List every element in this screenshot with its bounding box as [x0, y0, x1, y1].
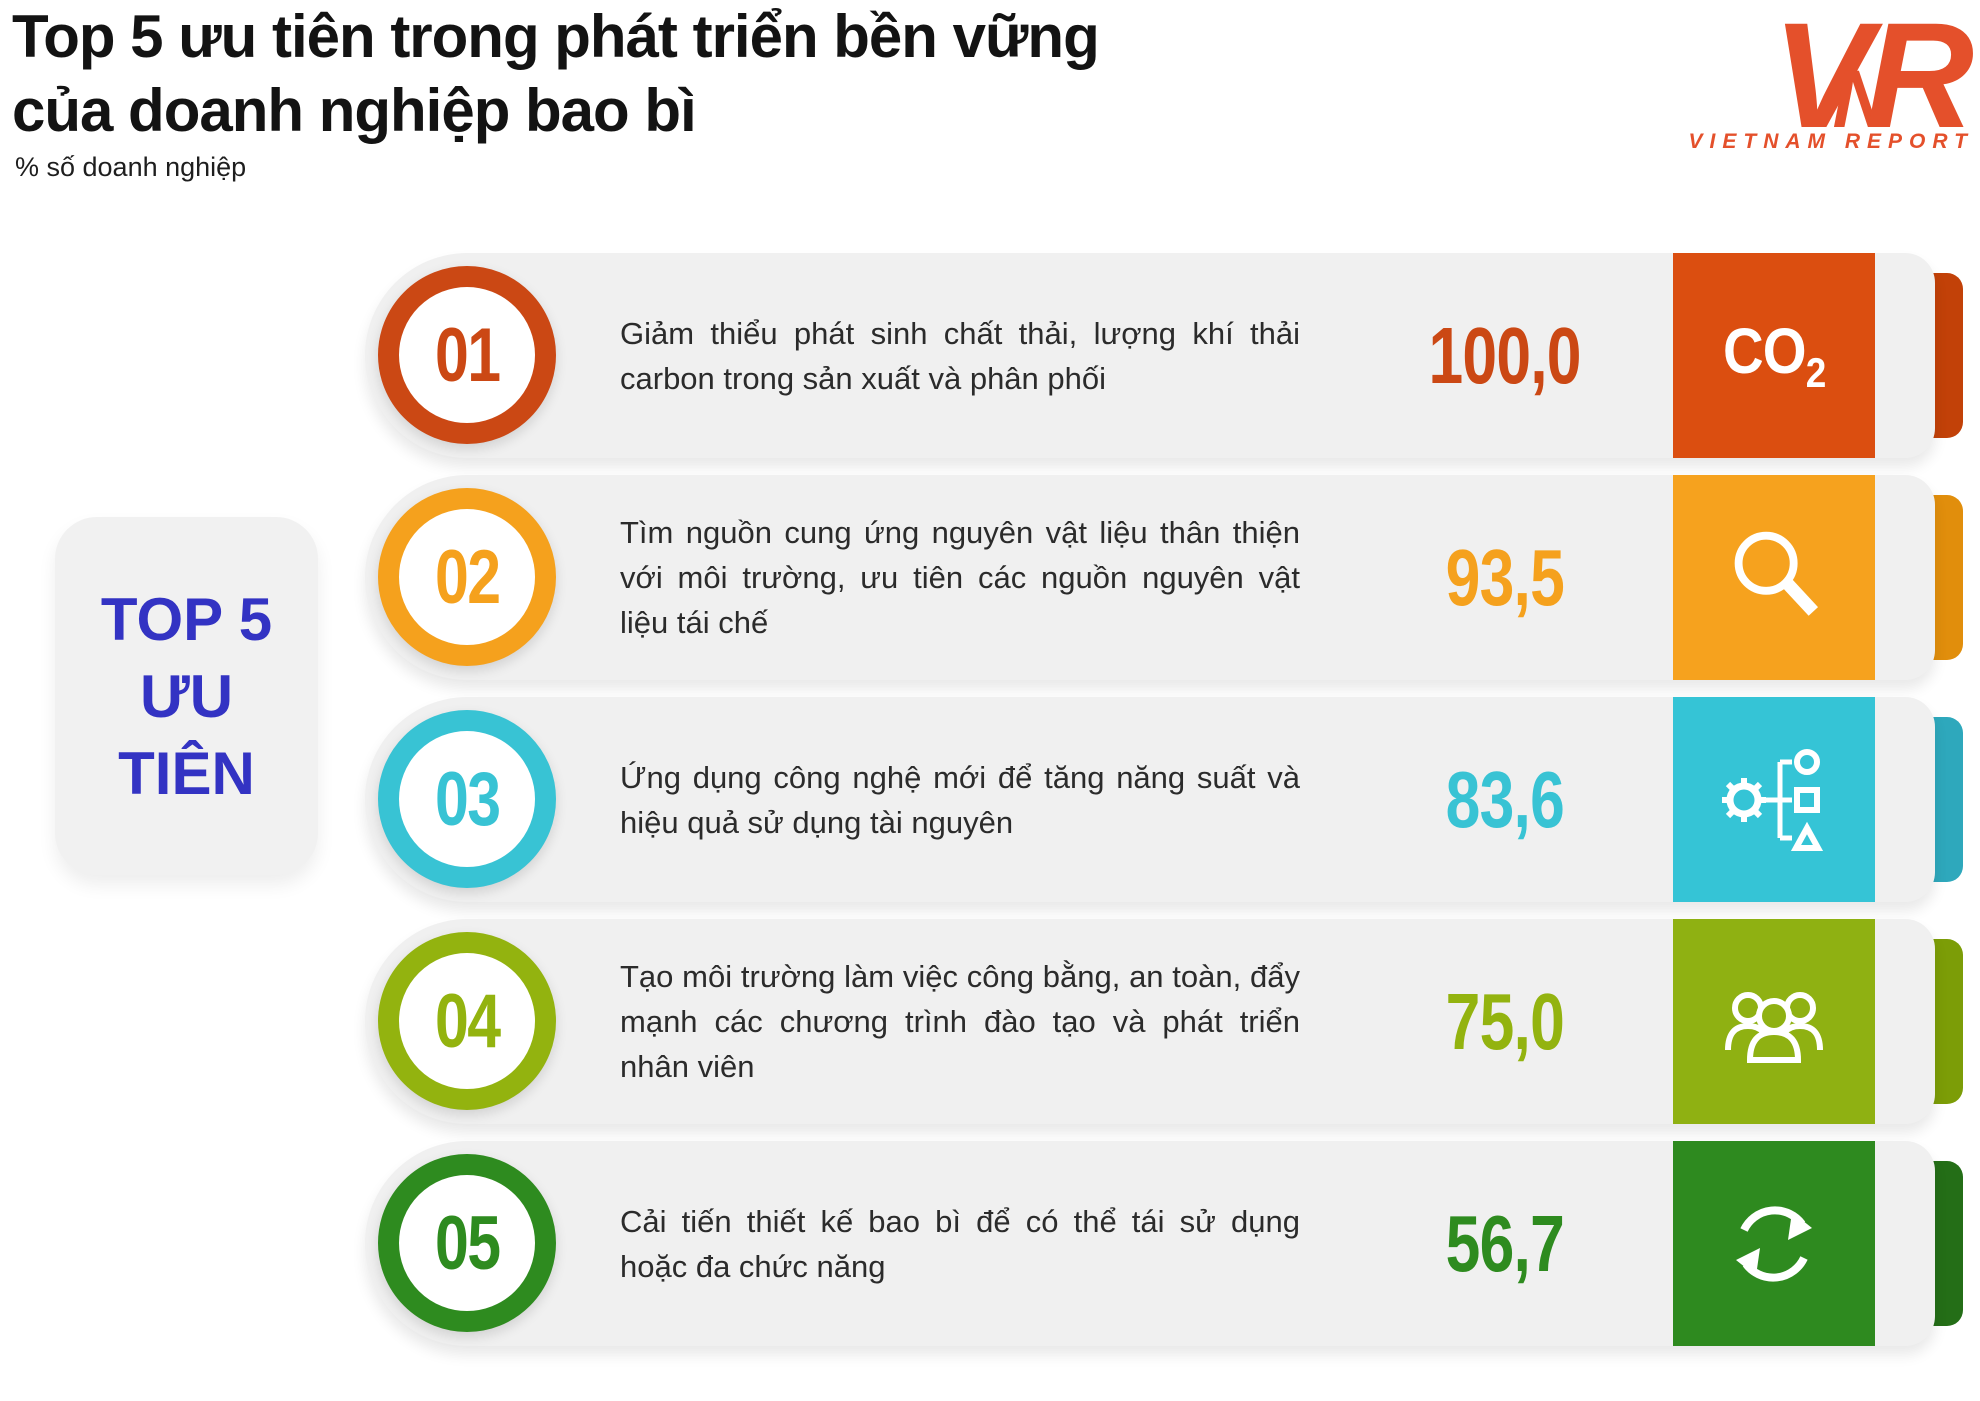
logo-letter-r: R: [1865, 0, 1974, 159]
rank-number: 05: [434, 1200, 501, 1286]
priority-row-2: 02 Tìm nguồn cung ứng nguyên vật liệu th…: [0, 475, 1980, 680]
value-label: 93,5: [1445, 532, 1565, 622]
icon-tile: CO2: [1673, 253, 1875, 458]
value-label: 75,0: [1445, 976, 1565, 1066]
value-label: 83,6: [1445, 754, 1565, 844]
priority-row-5: 05 Cải tiến thiết kế bao bì để có thể tá…: [0, 1141, 1980, 1346]
priority-row-1: 01 Giảm thiểu phát sinh chất thải, lượng…: [0, 253, 1980, 458]
value-label: 100,0: [1428, 310, 1582, 400]
rank-number: 04: [434, 978, 501, 1064]
panel-line-1: TOP 5: [100, 585, 273, 653]
logo-letter-v: V: [1772, 0, 1873, 159]
logo-wordmark: VIETNAM REPORT: [1688, 130, 1974, 153]
unit-label: % số doanh nghiệp: [15, 152, 247, 182]
icon-tile: [1673, 475, 1875, 680]
recycle-icon: [1736, 1205, 1812, 1282]
rank-badge: 04: [378, 932, 556, 1110]
rank-number: 02: [434, 534, 501, 620]
logo-letter-n: N: [1832, 54, 1892, 145]
page-title: Top 5 ưu tiên trong phát triển bền vững …: [12, 3, 1100, 144]
rank-badge: 05: [378, 1154, 556, 1332]
rank-badge: 01: [378, 266, 556, 444]
priority-row-3: 03 Ứng dụng công nghệ mới để tăng năng s…: [0, 697, 1980, 902]
rank-badge: 02: [378, 488, 556, 666]
logo: V N R VIETNAM REPORT: [1689, 0, 1974, 154]
gear-flow-icon: [1722, 748, 1824, 851]
priority-description: Giảm thiểu phát sinh chất thải, lượng kh…: [620, 315, 1300, 396]
priority-description: Tìm nguồn cung ứng nguyên vật liệu thân …: [620, 515, 1300, 640]
top5-side-panel: TOP 5 ƯU TIÊN: [55, 517, 318, 875]
priority-description: Tạo môi trường làm việc công bằng, an to…: [620, 959, 1300, 1084]
co2-emissions-icon: CO2: [1722, 315, 1826, 396]
icon-tile: [1673, 1141, 1875, 1346]
priority-description: Cải tiến thiết kế bao bì để có thể tái s…: [620, 1203, 1300, 1284]
magnifier-icon: [1734, 531, 1819, 616]
panel-line-3: TIÊN: [118, 739, 255, 807]
panel-line-2: ƯU: [139, 662, 234, 730]
value-label: 56,7: [1445, 1198, 1565, 1288]
rank-number: 01: [434, 312, 501, 398]
rank-badge: 03: [378, 710, 556, 888]
people-group-icon: [1725, 991, 1823, 1063]
icon-tile: [1673, 919, 1875, 1124]
vnr-logo-icon: V N R: [1689, 0, 1974, 150]
priority-row-4: 04 Tạo môi trường làm việc công bằng, an…: [0, 919, 1980, 1124]
rank-number: 03: [434, 756, 501, 842]
priority-description: Ứng dụng công nghệ mới để tăng năng suất…: [620, 759, 1300, 840]
icon-tile: [1673, 697, 1875, 902]
